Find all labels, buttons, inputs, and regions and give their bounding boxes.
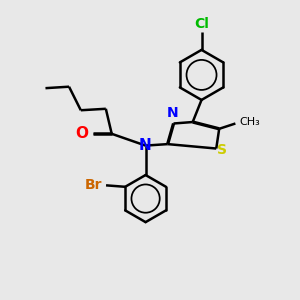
- Text: Cl: Cl: [194, 17, 209, 31]
- Text: N: N: [139, 138, 152, 153]
- Text: O: O: [75, 126, 88, 141]
- Text: S: S: [217, 143, 226, 157]
- Text: CH₃: CH₃: [240, 117, 261, 127]
- Text: N: N: [166, 106, 178, 120]
- Text: Br: Br: [85, 178, 103, 192]
